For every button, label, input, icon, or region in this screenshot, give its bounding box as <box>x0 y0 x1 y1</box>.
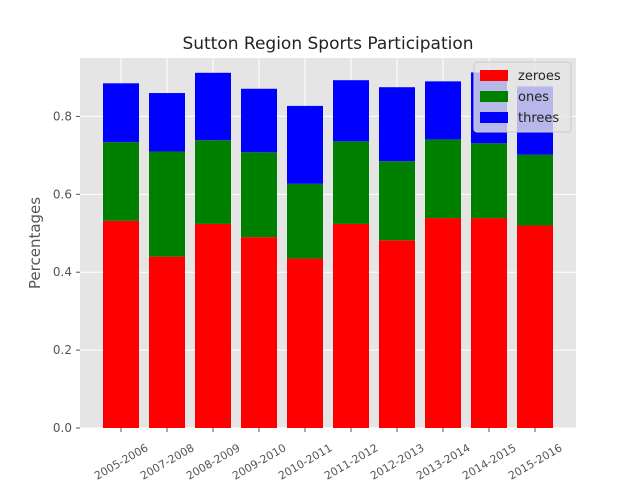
bar-threes-2009-2010 <box>241 88 277 153</box>
legend-label-threes: threes <box>518 111 559 126</box>
y-tick-labels: 0.0 0.2 0.4 0.6 0.8 <box>53 109 80 435</box>
chart-title: Sutton Region Sports Participation <box>182 34 473 54</box>
bars <box>103 72 553 428</box>
bar-threes-2012-2013 <box>379 87 415 162</box>
y-tick-label: 0.0 <box>53 421 72 435</box>
y-tick-label: 0.4 <box>53 265 72 279</box>
legend-swatch-ones <box>480 91 508 102</box>
legend-label-ones: ones <box>518 90 549 105</box>
legend-swatch-zeroes <box>480 70 508 81</box>
bar-zeroes-2007-2008 <box>149 256 185 428</box>
bar-threes-2013-2014 <box>425 81 461 140</box>
bar-ones-2014-2015 <box>471 143 507 219</box>
bar-threes-2007-2008 <box>149 93 185 152</box>
y-tick-label: 0.8 <box>53 109 72 123</box>
bar-zeroes-2011-2012 <box>333 223 369 428</box>
bar-ones-2011-2012 <box>333 141 369 224</box>
y-axis-label: Percentages <box>26 197 44 289</box>
y-tick-label: 0.2 <box>53 343 72 357</box>
x-tick-labels: 2005-20062007-20082008-20092009-20102010… <box>92 428 565 480</box>
bar-zeroes-2008-2009 <box>195 223 231 428</box>
bar-ones-2012-2013 <box>379 161 415 241</box>
bar-ones-2005-2006 <box>103 142 139 221</box>
bar-threes-2010-2011 <box>287 105 323 184</box>
legend-label-zeroes: zeroes <box>518 69 561 84</box>
bar-zeroes-2012-2013 <box>379 240 415 428</box>
bar-ones-2013-2014 <box>425 139 461 219</box>
bar-zeroes-2009-2010 <box>241 237 277 428</box>
bar-threes-2008-2009 <box>195 72 231 141</box>
y-tick-label: 0.6 <box>53 187 72 201</box>
bar-ones-2010-2011 <box>287 183 323 259</box>
bar-threes-2005-2006 <box>103 83 139 143</box>
bar-ones-2015-2016 <box>517 154 553 226</box>
legend: zeroes ones threes <box>473 61 572 133</box>
bar-zeroes-2013-2014 <box>425 218 461 428</box>
legend-swatch-threes <box>480 112 508 123</box>
bar-ones-2009-2010 <box>241 152 277 238</box>
bar-ones-2007-2008 <box>149 151 185 257</box>
bar-zeroes-2014-2015 <box>471 218 507 428</box>
bar-threes-2011-2012 <box>333 80 369 142</box>
bar-zeroes-2010-2011 <box>287 258 323 428</box>
bar-zeroes-2015-2016 <box>517 225 553 428</box>
bar-zeroes-2005-2006 <box>103 220 139 428</box>
bar-ones-2008-2009 <box>195 140 231 224</box>
